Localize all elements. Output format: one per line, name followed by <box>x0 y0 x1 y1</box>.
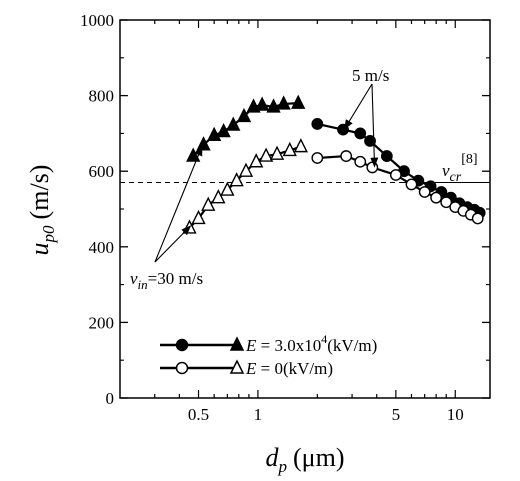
data-point <box>258 147 274 162</box>
data-point <box>354 127 367 140</box>
y-tick-label: 800 <box>89 87 115 106</box>
data-point <box>340 150 353 162</box>
data-point <box>418 186 431 198</box>
data-point <box>311 118 324 130</box>
y-tick-label: 400 <box>89 238 115 257</box>
data-point <box>430 191 443 204</box>
y-tick-label: 600 <box>89 162 115 181</box>
legend-marker-filled-circle <box>175 338 189 352</box>
data-point <box>238 162 254 177</box>
y-tick-label: 0 <box>106 389 115 408</box>
series-line-1 <box>188 145 302 229</box>
data-point <box>291 94 306 109</box>
x-tick-label: 5 <box>392 405 401 424</box>
data-point <box>254 96 270 111</box>
y-tick-label: 1000 <box>80 11 114 30</box>
x-tick-label: 1 <box>254 405 263 424</box>
vin-annotation: vin=30 m/s <box>130 269 203 292</box>
reference-line-label: vcr[8] <box>442 152 478 185</box>
data-point <box>380 150 393 162</box>
legend-label-filled: E = 3.0x104(kV/m) <box>245 332 377 355</box>
data-point <box>269 145 285 160</box>
data-point <box>249 153 264 168</box>
data-point <box>440 196 453 209</box>
data-point <box>389 169 402 181</box>
five-arrow-right <box>370 83 379 168</box>
data-point <box>201 196 216 211</box>
x-axis-title: dp (μm) <box>266 443 345 476</box>
legend-marker-filled-triangle <box>229 336 245 351</box>
x-tick-label: 0.5 <box>188 405 209 424</box>
data-point <box>226 116 241 131</box>
data-point <box>282 141 297 157</box>
data-point <box>191 209 206 225</box>
legend-marker-open-triangle <box>229 359 245 374</box>
y-tick-label: 200 <box>89 313 115 332</box>
data-point <box>471 212 484 225</box>
data-point <box>354 155 367 168</box>
data-point <box>236 107 252 123</box>
five-arrow-left <box>344 83 373 130</box>
data-point <box>366 161 379 174</box>
legend-label-open: E = 0(kV/m) <box>245 359 333 378</box>
data-point <box>276 95 291 110</box>
data-point <box>211 189 226 204</box>
vin-arrow-upper <box>154 145 203 263</box>
data-point <box>220 181 235 196</box>
data-point <box>266 98 281 113</box>
y-axis-title: up0(m/s) <box>25 165 58 256</box>
data-point <box>207 126 222 141</box>
data-point <box>293 138 308 153</box>
five-annotation: 5 m/s <box>352 66 389 85</box>
data-point <box>364 135 376 147</box>
legend: E = 3.0x104(kV/m) E = 0(kV/m) <box>160 332 377 378</box>
vin-arrow-lower <box>154 225 192 263</box>
legend-marker-open-circle <box>175 361 189 375</box>
data-point <box>311 152 324 164</box>
x-tick-label: 10 <box>447 405 464 424</box>
data-point <box>405 178 418 191</box>
data-point <box>229 172 244 187</box>
